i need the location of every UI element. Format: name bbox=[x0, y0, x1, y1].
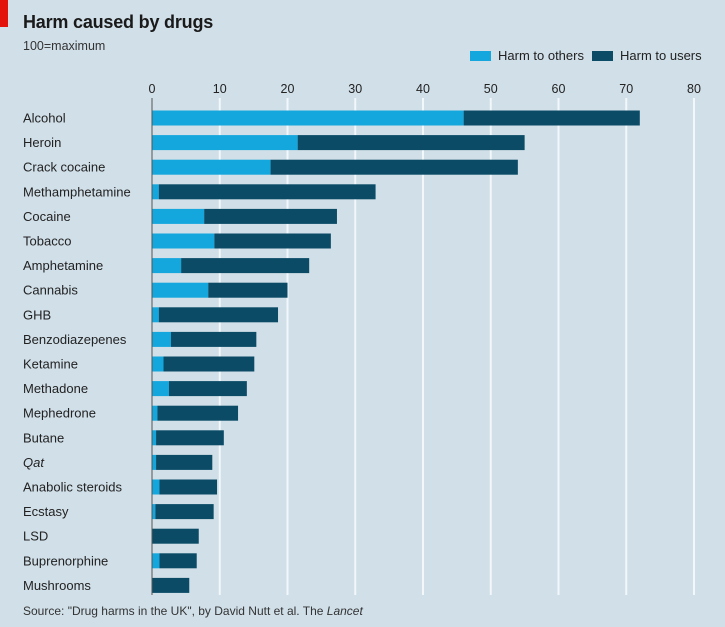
bar-harm-to-others bbox=[152, 159, 271, 175]
legend-item-harm-to-users: Harm to users bbox=[592, 48, 702, 63]
legend-label-harm-to-others: Harm to others bbox=[498, 48, 584, 63]
bar-harm-to-others bbox=[152, 356, 164, 372]
x-tick-label: 50 bbox=[484, 82, 498, 96]
bar-harm-to-users bbox=[168, 381, 247, 397]
category-label: Alcohol bbox=[23, 111, 66, 126]
category-label: Mushrooms bbox=[23, 578, 91, 593]
category-label: Methamphetamine bbox=[23, 184, 131, 199]
category-label: Anabolic steroids bbox=[23, 480, 122, 495]
bar-harm-to-others bbox=[152, 307, 159, 323]
bar-harm-to-users bbox=[181, 258, 310, 274]
legend-swatch-harm-to-others bbox=[470, 50, 491, 61]
bar-harm-to-users bbox=[158, 307, 279, 323]
bar-harm-to-others bbox=[152, 258, 182, 274]
bar-harm-to-users bbox=[152, 528, 199, 544]
bar-harm-to-users bbox=[170, 331, 257, 347]
source-note: Source: "Drug harms in the UK", by David… bbox=[23, 604, 363, 618]
x-tick-label: 10 bbox=[213, 82, 227, 96]
bar-harm-to-others bbox=[152, 110, 464, 126]
bar-harm-to-users bbox=[463, 110, 640, 126]
bar-harm-to-users bbox=[163, 356, 255, 372]
bar-harm-to-others bbox=[152, 331, 171, 347]
category-label: Heroin bbox=[23, 135, 61, 150]
legend-label-harm-to-users: Harm to users bbox=[620, 48, 702, 63]
legend-item-harm-to-others: Harm to others bbox=[470, 48, 584, 63]
bar-harm-to-users bbox=[208, 282, 288, 298]
bar-harm-to-others bbox=[152, 135, 298, 151]
source-text: Source: "Drug harms in the UK", by David… bbox=[23, 604, 327, 618]
x-tick-label: 70 bbox=[619, 82, 633, 96]
category-label: Cannabis bbox=[23, 283, 78, 298]
bar-harm-to-users bbox=[155, 504, 214, 520]
bar-harm-to-others bbox=[152, 381, 169, 397]
x-tick-label: 40 bbox=[416, 82, 430, 96]
category-label: Tobacco bbox=[23, 234, 71, 249]
category-label: Methadone bbox=[23, 381, 88, 396]
category-label: LSD bbox=[23, 529, 48, 544]
bar-harm-to-users bbox=[204, 208, 337, 224]
chart-title: Harm caused by drugs bbox=[23, 12, 214, 32]
bar-harm-to-users bbox=[214, 233, 331, 249]
bar-harm-to-users bbox=[159, 479, 218, 495]
category-label: Ketamine bbox=[23, 357, 78, 372]
bar-harm-to-users bbox=[157, 405, 239, 421]
bar-harm-to-users bbox=[159, 553, 197, 569]
category-label: Benzodiazepenes bbox=[23, 332, 127, 347]
category-label: Crack cocaine bbox=[23, 160, 105, 175]
accent-tag bbox=[0, 0, 8, 27]
category-label: Mephedrone bbox=[23, 406, 96, 421]
category-label: Qat bbox=[23, 455, 45, 470]
category-label: Cocaine bbox=[23, 209, 71, 224]
x-tick-label: 60 bbox=[552, 82, 566, 96]
bar-harm-to-users bbox=[156, 454, 213, 470]
bar-harm-to-others bbox=[152, 479, 160, 495]
bar-harm-to-others bbox=[152, 454, 157, 470]
bar-harm-to-others bbox=[152, 430, 157, 446]
legend-swatch-harm-to-users bbox=[592, 50, 613, 61]
category-label: Butane bbox=[23, 430, 64, 445]
bar-harm-to-users bbox=[152, 577, 190, 593]
x-tick-label: 30 bbox=[348, 82, 362, 96]
x-tick-label: 80 bbox=[687, 82, 701, 96]
bar-harm-to-others bbox=[152, 282, 209, 298]
bar-harm-to-others bbox=[152, 504, 156, 520]
bar-harm-to-users bbox=[156, 430, 224, 446]
category-label: Amphetamine bbox=[23, 258, 103, 273]
chart-subtitle: 100=maximum bbox=[23, 39, 106, 53]
bar-harm-to-users bbox=[270, 159, 518, 175]
bar-harm-to-users bbox=[297, 135, 525, 151]
source-journal: Lancet bbox=[326, 604, 363, 618]
category-label: Buprenorphine bbox=[23, 553, 108, 568]
bar-harm-to-others bbox=[152, 405, 158, 421]
category-label: Ecstasy bbox=[23, 504, 69, 519]
x-tick-label: 0 bbox=[149, 82, 156, 96]
bar-harm-to-others bbox=[152, 553, 160, 569]
bar-harm-to-others bbox=[152, 184, 159, 200]
x-tick-label: 20 bbox=[281, 82, 295, 96]
category-label: GHB bbox=[23, 307, 51, 322]
bar-harm-to-others bbox=[152, 208, 205, 224]
bar-harm-to-others bbox=[152, 233, 215, 249]
bar-harm-to-users bbox=[158, 184, 376, 200]
